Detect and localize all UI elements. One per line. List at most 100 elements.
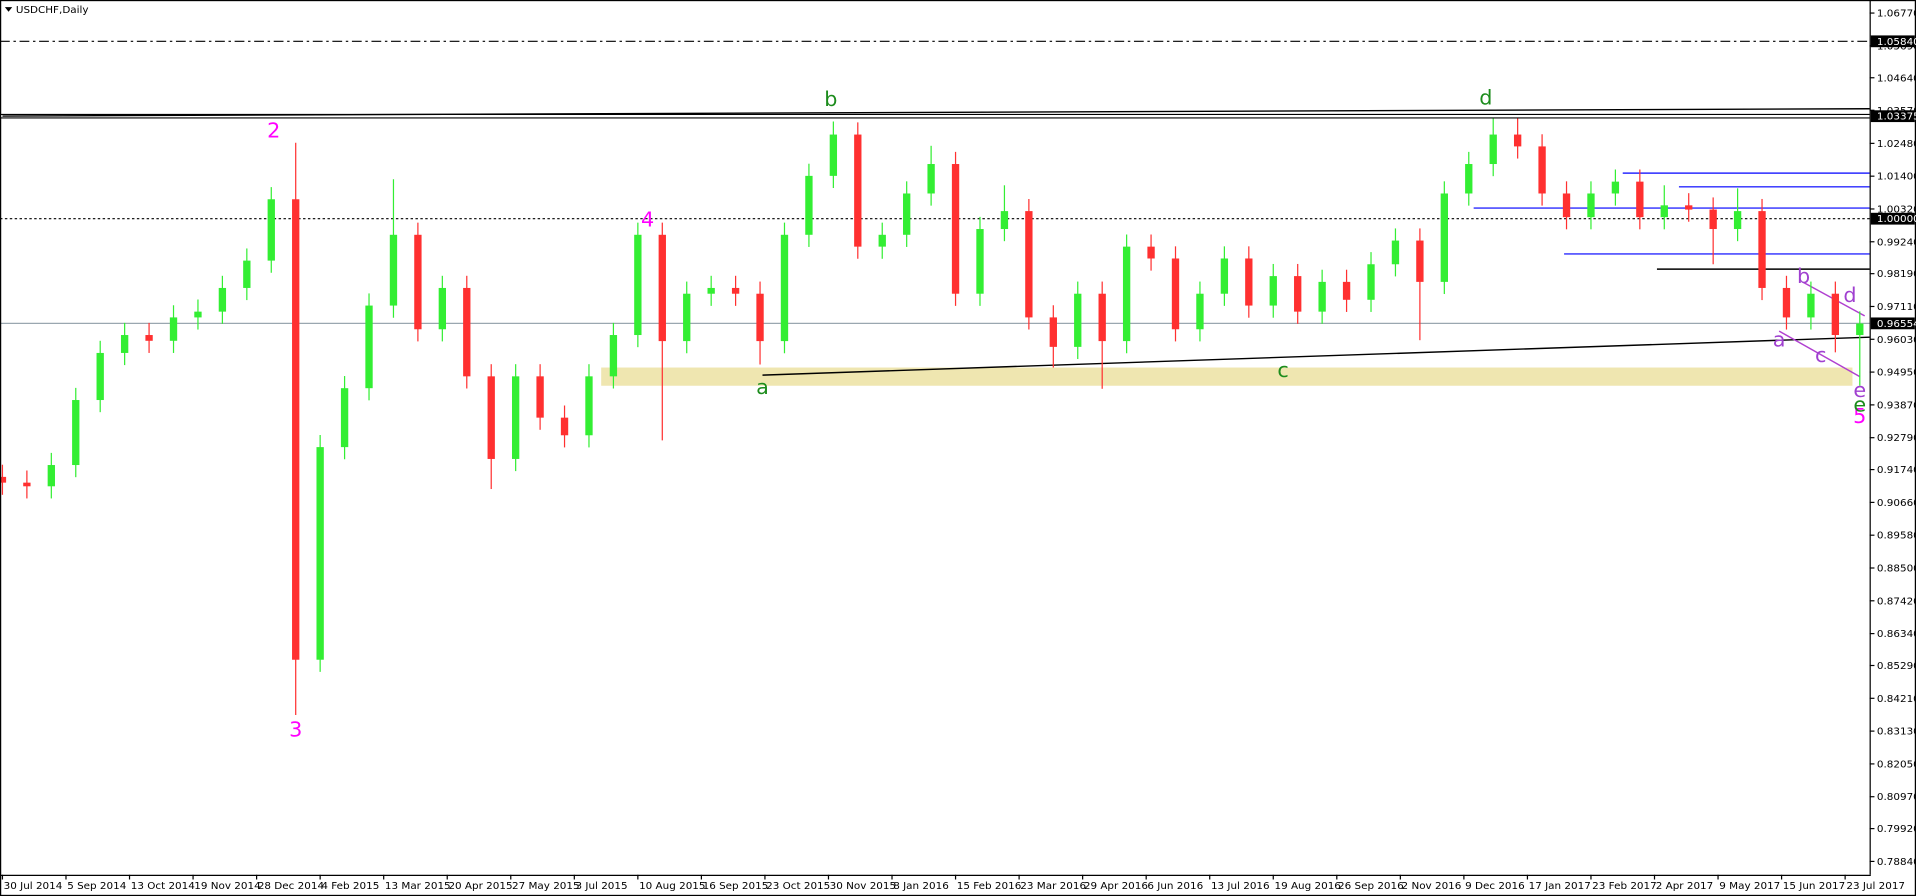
wave-label: a	[756, 375, 769, 399]
candle-body	[511, 376, 520, 459]
wave-label: e	[1853, 378, 1866, 402]
candle-body	[218, 287, 227, 312]
y-tick-label: 0.86340	[1877, 629, 1916, 640]
x-tick-label: 20 Apr 2015	[448, 881, 512, 892]
candle-body	[854, 134, 862, 247]
candle-body	[145, 335, 153, 341]
candle-body	[1098, 293, 1106, 342]
x-tick-label: 23 Jul 2017	[1846, 881, 1905, 892]
candle-body	[340, 388, 349, 448]
candle-body	[243, 260, 251, 288]
wave-label: c	[1815, 343, 1826, 367]
y-tick-label: 0.98190	[1877, 269, 1916, 280]
candle-body	[1685, 205, 1693, 210]
candle-body	[120, 335, 129, 353]
y-tick-label: 1.06770	[1877, 9, 1916, 20]
candle-body	[1807, 293, 1815, 318]
candle-body	[47, 465, 55, 487]
candle-body	[1758, 211, 1766, 288]
level-price-box	[1870, 110, 1915, 123]
x-tick-label: 30 Nov 2015	[830, 881, 896, 892]
y-tick-label: 0.78840	[1877, 857, 1916, 868]
candle-body	[780, 234, 789, 342]
trendline	[2, 108, 1870, 117]
x-tick-label: 23 Feb 2017	[1592, 881, 1657, 892]
candle-body	[1147, 246, 1155, 259]
y-tick-label: 0.96030	[1877, 335, 1916, 346]
wave-label: 3	[289, 718, 302, 742]
x-tick-label: 8 Jan 2016	[893, 881, 949, 892]
candle-body	[609, 335, 618, 377]
x-tick-label: 19 Aug 2016	[1274, 881, 1340, 892]
candle-body	[463, 287, 471, 377]
candle-body	[96, 352, 104, 401]
y-tick-label: 1.01400	[1877, 172, 1916, 183]
x-tick-label: 13 Mar 2015	[385, 881, 451, 892]
y-tick-label: 0.83130	[1877, 727, 1916, 738]
candle-body	[1122, 246, 1131, 342]
level-price-label: 1.05840	[1877, 37, 1916, 48]
x-tick-label: 19 Nov 2014	[194, 881, 260, 892]
x-tick-label: 5 Sep 2014	[67, 881, 126, 892]
candle-body	[292, 199, 300, 660]
plot-area: 2 3 4 5 a b c d e a b c d e	[0, 40, 1870, 742]
candle-body	[634, 234, 642, 336]
x-tick-label: 27 May 2015	[512, 881, 580, 892]
candle-body	[1538, 146, 1546, 194]
candle-body	[1831, 293, 1840, 336]
y-tick-label: 0.80970	[1877, 792, 1916, 803]
candle-body	[560, 417, 569, 436]
candle-body	[1660, 205, 1668, 218]
candle-body	[1000, 211, 1009, 230]
x-tick-label: 17 Jan 2017	[1529, 881, 1591, 892]
wave-label: b	[824, 87, 837, 111]
candle-body	[1611, 181, 1620, 194]
x-tick-label: 16 Sep 2015	[703, 881, 769, 892]
candle-body	[658, 234, 666, 342]
y-tick-label: 0.82050	[1877, 760, 1916, 771]
candle-body	[903, 193, 911, 235]
x-tick-label: 15 Feb 2016	[957, 881, 1022, 892]
y-tick-label: 0.84210	[1877, 694, 1916, 705]
x-tick-label: 4 Feb 2015	[321, 881, 379, 892]
candle-body	[683, 293, 691, 342]
x-tick-label: 30 Jul 2014	[4, 881, 63, 892]
x-tick-label: 9 May 2017	[1719, 881, 1780, 892]
x-tick-label: 9 Dec 2016	[1465, 881, 1525, 892]
candle-body	[1636, 181, 1644, 218]
y-tick-label: 0.79920	[1877, 824, 1916, 835]
candle-body	[1318, 281, 1326, 312]
candle-body	[707, 287, 715, 294]
level-price-box	[1870, 212, 1915, 225]
level-price-label: 1.00000	[1877, 214, 1916, 225]
level-price-label: 1.03375	[1877, 112, 1916, 123]
y-tick-label: 0.91740	[1877, 465, 1916, 476]
wave-label: d	[1479, 86, 1492, 110]
price-zone	[601, 367, 1853, 386]
candle-body	[0, 476, 7, 483]
level-price-box	[1870, 35, 1915, 48]
title-marker	[4, 7, 13, 12]
candle-body	[438, 287, 447, 330]
x-tick-label: 2 Apr 2017	[1656, 881, 1714, 892]
candle-body	[1440, 193, 1448, 282]
candle-body	[169, 317, 178, 341]
candle-body	[1049, 317, 1057, 347]
candle-body	[389, 234, 398, 306]
x-tick-label: 13 Jul 2016	[1211, 881, 1270, 892]
y-tick-label: 1.02480	[1877, 139, 1916, 150]
y-tick-label: 0.88500	[1877, 564, 1916, 575]
y-tick-label: 0.85290	[1877, 661, 1916, 672]
y-tick-label: 0.87420	[1877, 596, 1916, 607]
candle-body	[1391, 240, 1400, 265]
x-tick-label: 26 Sep 2016	[1338, 881, 1404, 892]
candle-body	[731, 287, 740, 294]
candle-body	[1416, 240, 1424, 282]
y-tick-label: 0.94950	[1877, 368, 1916, 379]
candle-body	[1342, 281, 1351, 300]
candle-body	[1074, 293, 1082, 347]
candle-body	[1171, 258, 1180, 330]
